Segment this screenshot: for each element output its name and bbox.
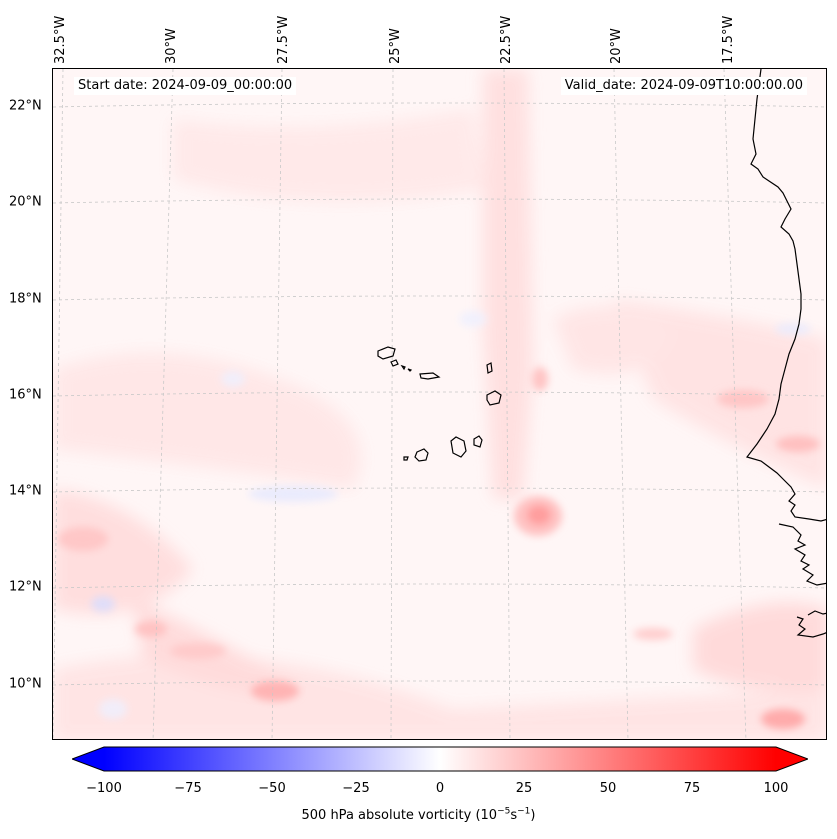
gridlines [53, 69, 826, 739]
colorbar-tick: −75 [174, 781, 202, 796]
longitude-label: 25°W [388, 28, 403, 64]
african-coastline [745, 69, 826, 638]
colorbar-tick: 25 [515, 781, 533, 796]
latitude-label: 14°N [9, 483, 42, 499]
colorbar-tick: −25 [342, 781, 370, 796]
valid-date-label: Valid_date: 2024-09-09T10:00:00.00 [560, 77, 807, 95]
longitude-label: 22.5°W [499, 15, 514, 64]
longitude-label: 30°W [164, 28, 179, 64]
latitude-label: 12°N [9, 579, 42, 595]
latitude-label: 18°N [9, 291, 42, 307]
latitude-label: 20°N [9, 194, 42, 210]
vorticity-field [53, 69, 826, 739]
start-date-label: Start date: 2024-09-09_00:00:00 [74, 77, 297, 95]
latitude-label: 22°N [9, 98, 42, 114]
colorbar-tick: −100 [86, 781, 122, 796]
colorbar-tick: −50 [258, 781, 286, 796]
colorbar [70, 746, 810, 772]
longitude-label: 32.5°W [53, 15, 68, 64]
colorbar-label: 500 hPa absolute vorticity (10−5s−1) [301, 806, 536, 823]
longitude-label: 17.5°W [721, 15, 736, 64]
latitude-label: 10°N [9, 676, 42, 692]
longitude-label: 27.5°W [276, 15, 291, 64]
cabo-verde-islands [377, 346, 502, 462]
latitude-label: 16°N [9, 387, 42, 403]
colorbar-tick: 100 [763, 781, 789, 796]
colorbar-tick: 75 [683, 781, 701, 796]
longitude-label: 20°W [609, 28, 624, 64]
colorbar-gradient [70, 746, 810, 772]
colorbar-tick: 0 [435, 781, 445, 796]
vorticity-map[interactable] [52, 68, 827, 740]
colorbar-tick: 50 [599, 781, 617, 796]
